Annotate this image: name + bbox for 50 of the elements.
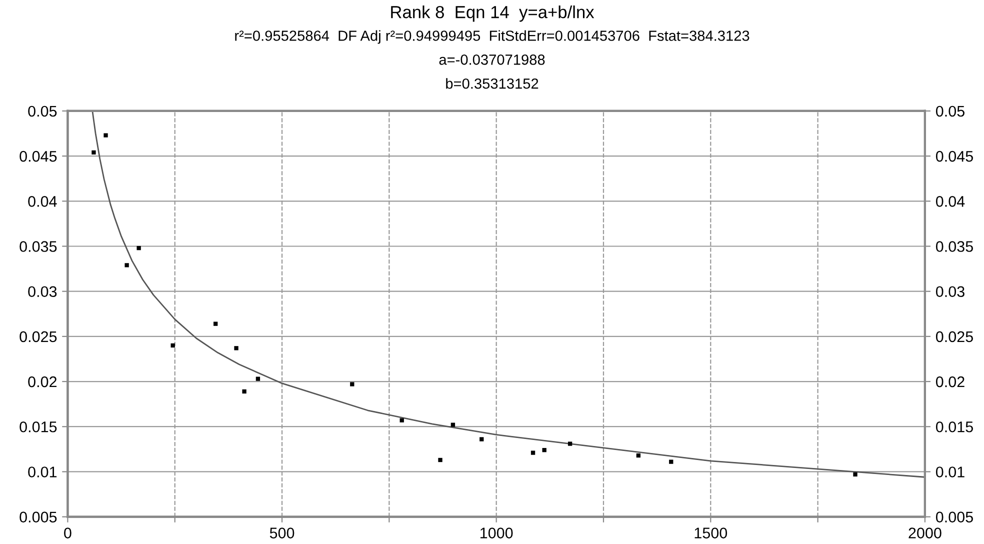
text: b=0.35313152 <box>446 78 538 89</box>
chart-title: Rank 8 Eqn 14 y=a+b/lnx <box>391 6 594 22</box>
point <box>669 460 674 464</box>
point <box>853 472 858 476</box>
point <box>350 382 354 386</box>
point <box>136 246 141 250</box>
y2-tick-label: 0.05 <box>936 106 964 117</box>
y-tick-label: 0.05 <box>28 106 57 117</box>
y2-tick-label: 0.045 <box>936 150 973 162</box>
x-tick-label: 500 <box>270 528 294 538</box>
y-tick-label: 0.02 <box>28 376 57 388</box>
point <box>530 450 536 455</box>
point <box>213 322 218 326</box>
y-tick-label: 0.035 <box>20 241 57 252</box>
y-tick-label: 0.01 <box>28 466 57 478</box>
point <box>542 448 546 452</box>
point <box>92 150 96 155</box>
x-tick-label: 1000 <box>480 528 513 538</box>
point <box>234 346 238 350</box>
chart-subtitle: r²=0.95525864 DF Adj r²=0.94999495 FitStdErr=0.001453706 Fstat=384.3123 <box>235 30 750 44</box>
y2-tick-label: 0.02 <box>936 376 964 388</box>
y2-tick-label: 0.03 <box>936 286 964 298</box>
y2-tick-label: 0.01 <box>936 466 964 478</box>
y-tick-label: 0.015 <box>20 421 57 432</box>
y2-tick-label: 0.015 <box>936 421 973 432</box>
y-tick-label: 0.045 <box>20 150 57 162</box>
point <box>400 418 404 422</box>
x-tick-label: 1500 <box>694 528 728 538</box>
text: a=-0.037071988 <box>439 54 545 65</box>
y2-tick-label: 0.005 <box>936 512 973 522</box>
point <box>124 263 129 268</box>
y2-tick-label: 0.025 <box>936 331 973 342</box>
y2-tick-label: 0.04 <box>936 196 965 207</box>
point <box>438 458 442 462</box>
y-tick-label: 0.04 <box>28 196 57 207</box>
y2-tick-label: 0.035 <box>936 241 973 252</box>
point <box>104 133 108 138</box>
point <box>636 453 641 458</box>
y-tick-label: 0.03 <box>28 286 57 298</box>
point <box>568 442 572 446</box>
point <box>256 376 260 381</box>
point <box>170 343 175 348</box>
line-series <box>92 111 925 478</box>
point <box>450 422 456 427</box>
y-tick-label: 0.005 <box>20 512 57 522</box>
x-tick-label: 0 <box>64 528 72 538</box>
point <box>480 437 484 442</box>
x-tick-label: 2000 <box>908 528 942 538</box>
y-tick-label: 0.025 <box>20 331 57 342</box>
point <box>242 389 246 394</box>
